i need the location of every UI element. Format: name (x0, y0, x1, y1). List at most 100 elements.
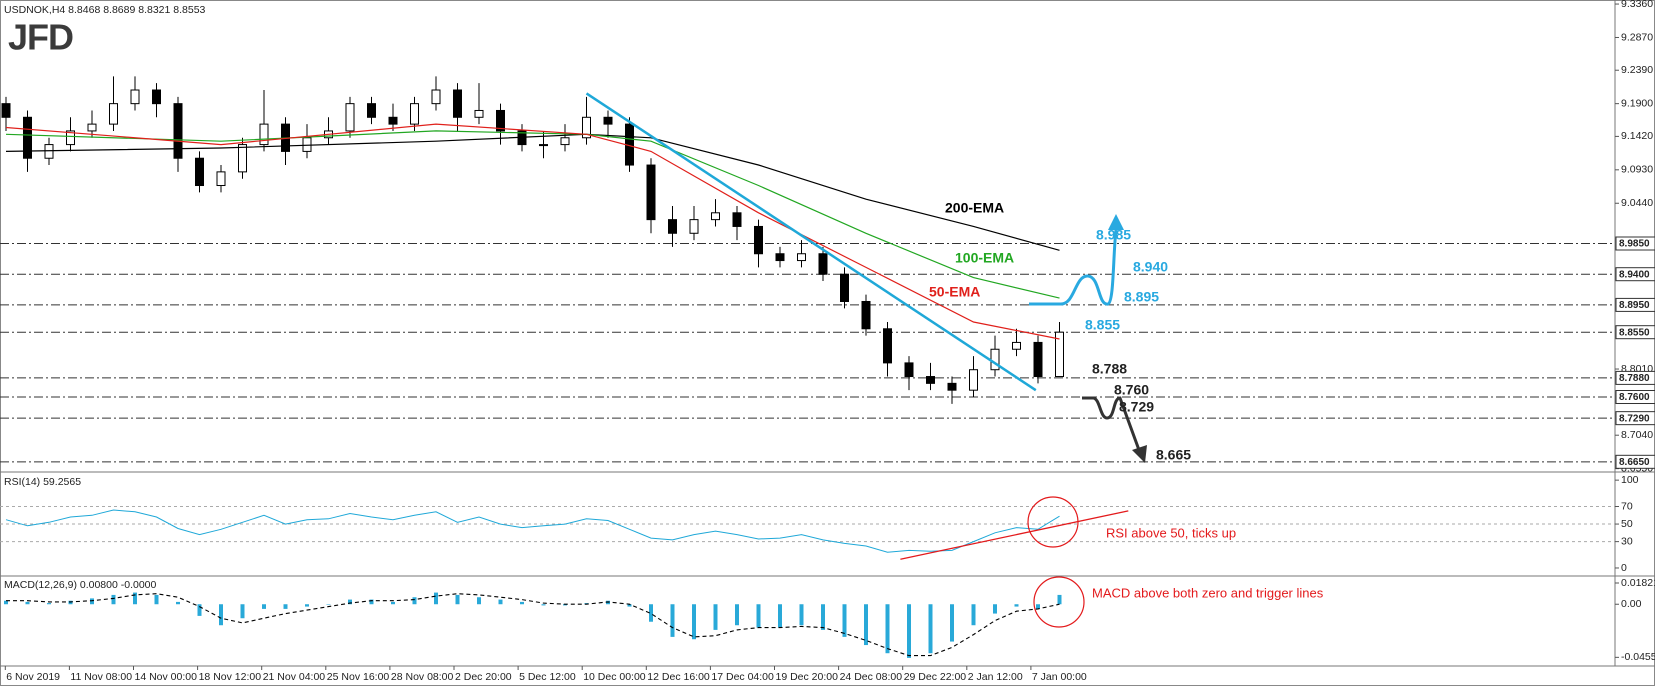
macd-bar (778, 604, 782, 628)
macd-bar (606, 600, 610, 605)
marks-layer (1, 76, 1129, 658)
macd-bar (692, 604, 696, 640)
macd-bar (455, 594, 460, 605)
macd-bar (47, 603, 51, 605)
x-tick-label: 6 Nov 2019 (6, 671, 60, 683)
macd-bar (4, 600, 8, 605)
candle-body (754, 225, 763, 255)
annotation: 8.940 (1133, 259, 1168, 275)
candle-body (990, 348, 1000, 371)
macd-bar (154, 594, 159, 605)
y-tick-label: 30 (1621, 535, 1633, 547)
macd-bar (305, 604, 309, 607)
candle-body (711, 212, 720, 221)
symbol-header: USDNOK,H4 8.8468 8.8689 8.8321 8.8553 (4, 4, 206, 16)
rsi-highlight-circle (1027, 496, 1079, 548)
candle-body (238, 144, 247, 173)
y-tick-label: 70 (1621, 500, 1633, 512)
macd-bar (498, 599, 503, 605)
y-tick-label: 9.1420 (1621, 130, 1653, 142)
candle-body (66, 130, 75, 146)
y-tick-label: 100 (1621, 474, 1639, 486)
x-tick-label: 2 Jan 12:00 (968, 671, 1023, 683)
y-tick-label: -0.04553 (1621, 651, 1655, 663)
candle-body (818, 253, 828, 275)
macd-bar (885, 604, 890, 654)
candle-body (603, 116, 613, 125)
macd-bar (240, 604, 245, 619)
candle-body (1033, 341, 1043, 378)
candle-body (1012, 341, 1021, 350)
macd-label: MACD(12,26,9) 0.00800 -0.0000 (4, 579, 157, 591)
ema-label: 100-EMA (955, 250, 1014, 266)
candle-body (969, 369, 978, 391)
macd-bar (1036, 604, 1040, 609)
rsi-trendline (900, 510, 1129, 560)
rsi-label: RSI(14) 59.2565 (4, 476, 81, 488)
macd-bar (821, 604, 825, 630)
annotation: 8.760 (1114, 382, 1149, 398)
annotation: 8.985 (1096, 227, 1131, 243)
level-box (1615, 370, 1655, 385)
macd-bar (412, 597, 417, 605)
macd-bar (176, 601, 180, 605)
macd-bar (520, 601, 524, 605)
candle-body (152, 89, 161, 105)
y-tick-label: 50 (1621, 518, 1633, 530)
level-label: 8.8550 (1619, 327, 1650, 338)
x-tick-label: 10 Dec 00:00 (583, 671, 646, 683)
candle-body (496, 109, 505, 132)
level-label: 8.7290 (1619, 413, 1650, 424)
level-box (1615, 390, 1655, 405)
candle-body (947, 382, 957, 391)
candle-body (1, 103, 11, 118)
x-tick-label: 29 Dec 22:00 (904, 671, 967, 683)
candle-body (302, 137, 312, 152)
macd-bar (219, 604, 223, 626)
level-box (1615, 297, 1655, 312)
macd-bar (1057, 594, 1062, 605)
macd-bar (756, 604, 761, 628)
y-tick-label: 0.01821 (1621, 577, 1655, 589)
macd-bar (649, 604, 653, 622)
rsi-note: RSI above 50, ticks up (1106, 525, 1236, 540)
x-tick-label: 5 Dec 12:00 (519, 671, 576, 683)
x-tick-label: 7 Jan 00:00 (1032, 671, 1087, 683)
candle-body (1055, 331, 1064, 378)
level-box (1615, 411, 1655, 426)
macd-bar (477, 597, 481, 605)
candle-body (582, 116, 591, 139)
annotation: 8.729 (1119, 399, 1154, 415)
macd-bar (842, 604, 847, 637)
macd-bar (670, 604, 675, 637)
candle-body (431, 89, 441, 105)
candle-body (883, 328, 892, 364)
rsi-line (5, 509, 1060, 553)
candle-body (668, 219, 677, 234)
level-label: 8.7600 (1619, 392, 1650, 403)
candle-body (926, 376, 935, 384)
macd-bar (68, 600, 73, 605)
annotation: 8.895 (1124, 289, 1159, 305)
bullish-arrowhead (1108, 214, 1124, 230)
macd-bar (950, 604, 954, 642)
macd-bar (391, 601, 395, 605)
level-label: 8.9850 (1619, 239, 1650, 250)
macd-signal (6, 593, 1060, 657)
x-tick-label: 11 Nov 08:00 (70, 671, 132, 683)
bearish-projection (1082, 396, 1141, 451)
x-tick-label: 28 Nov 08:00 (391, 671, 454, 683)
y-tick-label: 9.2390 (1621, 64, 1653, 76)
logo: JFD (8, 17, 73, 58)
y-tick-label: 8.7040 (1621, 429, 1653, 441)
x-tick-label: 24 Dec 08:00 (840, 671, 903, 683)
candle-body (453, 89, 462, 118)
candle-body (861, 300, 871, 330)
macd-bar (25, 601, 30, 605)
candle-body (44, 144, 54, 159)
candle-body (173, 103, 183, 159)
macd-bar (133, 592, 137, 605)
